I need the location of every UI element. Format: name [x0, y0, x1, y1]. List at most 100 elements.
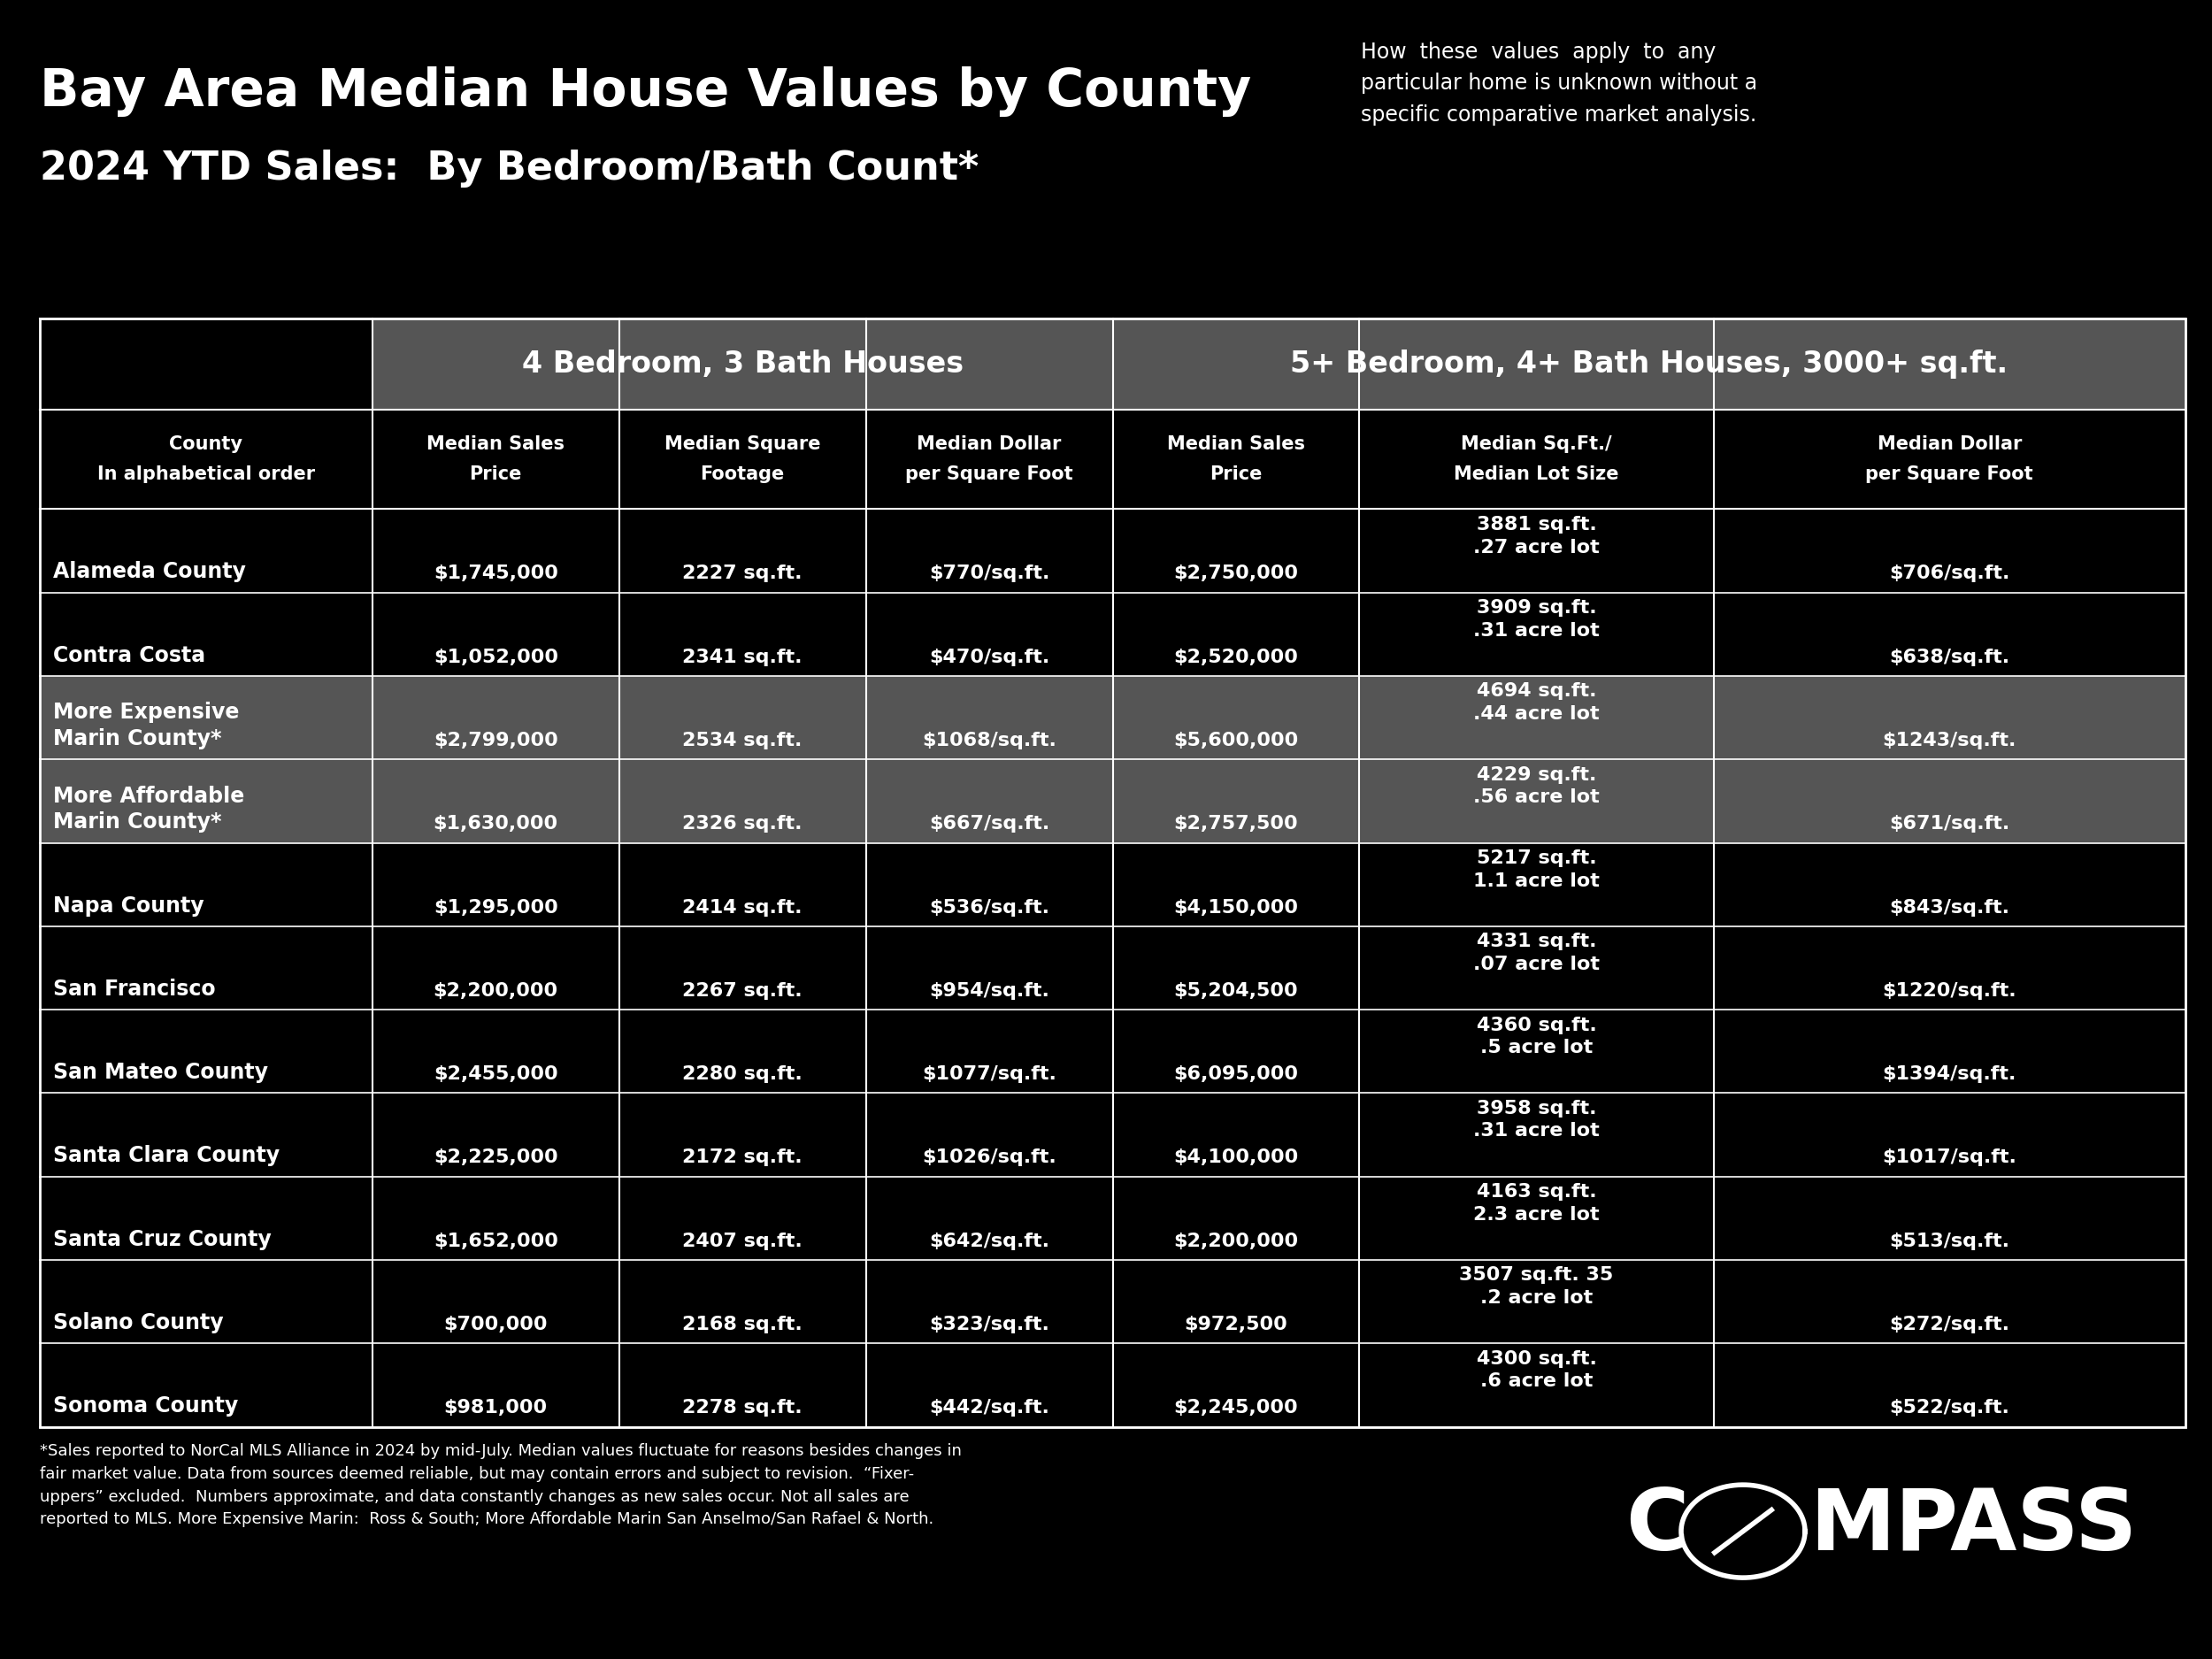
Text: $5,204,500: $5,204,500 — [1175, 982, 1298, 1000]
Bar — [40, 319, 2185, 1427]
Text: How  these  values  apply  to  any
particular home is unknown without a
specific: How these values apply to any particular… — [1360, 41, 1756, 126]
Text: $1,652,000: $1,652,000 — [434, 1233, 557, 1249]
Text: San Mateo County: San Mateo County — [53, 1062, 268, 1083]
Text: Median Lot Size: Median Lot Size — [1453, 466, 1619, 483]
Text: In alphabetical order: In alphabetical order — [97, 466, 314, 483]
Text: $2,757,500: $2,757,500 — [1175, 815, 1298, 833]
Text: $470/sq.ft.: $470/sq.ft. — [929, 649, 1048, 665]
Text: 2280 sq.ft.: 2280 sq.ft. — [684, 1065, 803, 1083]
Text: 3507 sq.ft. 35
.2 acre lot: 3507 sq.ft. 35 .2 acre lot — [1460, 1266, 1613, 1307]
Text: 4163 sq.ft.
2.3 acre lot: 4163 sq.ft. 2.3 acre lot — [1473, 1183, 1599, 1223]
Text: 2414 sq.ft.: 2414 sq.ft. — [684, 899, 803, 916]
Text: 2227 sq.ft.: 2227 sq.ft. — [684, 566, 803, 582]
Text: $1220/sq.ft.: $1220/sq.ft. — [1882, 982, 2017, 1000]
Bar — [40, 760, 2185, 843]
Bar — [40, 675, 2185, 760]
Text: $2,225,000: $2,225,000 — [434, 1148, 557, 1166]
Text: 2407 sq.ft.: 2407 sq.ft. — [684, 1233, 803, 1249]
Text: $1,295,000: $1,295,000 — [434, 899, 557, 916]
Text: $843/sq.ft.: $843/sq.ft. — [1889, 899, 2011, 916]
Text: Sonoma County: Sonoma County — [53, 1395, 239, 1417]
Text: $642/sq.ft.: $642/sq.ft. — [929, 1233, 1048, 1249]
Text: $981,000: $981,000 — [445, 1399, 549, 1417]
Text: San Francisco: San Francisco — [53, 979, 215, 1000]
Bar — [1113, 319, 2185, 410]
Text: Median Sq.Ft./: Median Sq.Ft./ — [1460, 436, 1613, 453]
Text: $2,200,000: $2,200,000 — [434, 982, 557, 1000]
Text: Bay Area Median House Values by County: Bay Area Median House Values by County — [40, 66, 1252, 116]
Text: 2278 sq.ft.: 2278 sq.ft. — [684, 1399, 803, 1417]
Text: Santa Clara County: Santa Clara County — [53, 1145, 279, 1166]
Text: $2,200,000: $2,200,000 — [1175, 1233, 1298, 1249]
Text: $442/sq.ft.: $442/sq.ft. — [929, 1399, 1048, 1417]
Text: $700,000: $700,000 — [445, 1316, 549, 1334]
Text: $2,245,000: $2,245,000 — [1175, 1399, 1298, 1417]
Text: 4694 sq.ft.
.44 acre lot: 4694 sq.ft. .44 acre lot — [1473, 682, 1599, 723]
Text: 2326 sq.ft.: 2326 sq.ft. — [684, 815, 803, 833]
Text: $638/sq.ft.: $638/sq.ft. — [1889, 649, 2011, 665]
Text: $2,750,000: $2,750,000 — [1175, 566, 1298, 582]
Text: Median Dollar: Median Dollar — [1878, 436, 2022, 453]
Text: Santa Cruz County: Santa Cruz County — [53, 1229, 272, 1249]
Text: $2,455,000: $2,455,000 — [434, 1065, 557, 1083]
Text: 2534 sq.ft.: 2534 sq.ft. — [684, 732, 803, 750]
Text: 5+ Bedroom, 4+ Bath Houses, 3000+ sq.ft.: 5+ Bedroom, 4+ Bath Houses, 3000+ sq.ft. — [1290, 350, 2008, 378]
Text: 2267 sq.ft.: 2267 sq.ft. — [684, 982, 803, 1000]
Text: $513/sq.ft.: $513/sq.ft. — [1889, 1233, 2011, 1249]
Text: 4 Bedroom, 3 Bath Houses: 4 Bedroom, 3 Bath Houses — [522, 350, 964, 378]
Text: $323/sq.ft.: $323/sq.ft. — [929, 1316, 1048, 1334]
Text: $1,630,000: $1,630,000 — [434, 815, 557, 833]
Text: 3909 sq.ft.
.31 acre lot: 3909 sq.ft. .31 acre lot — [1473, 599, 1599, 639]
Text: $667/sq.ft.: $667/sq.ft. — [929, 815, 1048, 833]
Text: $1017/sq.ft.: $1017/sq.ft. — [1882, 1148, 2017, 1166]
Text: Contra Costa: Contra Costa — [53, 645, 206, 665]
Text: $1243/sq.ft.: $1243/sq.ft. — [1882, 732, 2017, 750]
Text: Price: Price — [1210, 466, 1263, 483]
Text: More Affordable
Marin County*: More Affordable Marin County* — [53, 785, 243, 833]
Text: 5217 sq.ft.
1.1 acre lot: 5217 sq.ft. 1.1 acre lot — [1473, 849, 1599, 889]
Text: $671/sq.ft.: $671/sq.ft. — [1889, 815, 2011, 833]
Text: 4229 sq.ft.
.56 acre lot: 4229 sq.ft. .56 acre lot — [1473, 766, 1599, 806]
Text: Median Dollar: Median Dollar — [918, 436, 1062, 453]
Text: $522/sq.ft.: $522/sq.ft. — [1889, 1399, 2008, 1417]
Text: Napa County: Napa County — [53, 896, 204, 916]
Bar — [372, 319, 1113, 410]
Text: $770/sq.ft.: $770/sq.ft. — [929, 566, 1051, 582]
Text: 4331 sq.ft.
.07 acre lot: 4331 sq.ft. .07 acre lot — [1473, 932, 1599, 974]
Text: MPASS: MPASS — [1809, 1485, 2137, 1568]
Text: *Sales reported to NorCal MLS Alliance in 2024 by mid-July. Median values fluctu: *Sales reported to NorCal MLS Alliance i… — [40, 1443, 962, 1528]
Text: 2172 sq.ft.: 2172 sq.ft. — [684, 1148, 803, 1166]
Text: $2,799,000: $2,799,000 — [434, 732, 557, 750]
Text: Median Sales: Median Sales — [1168, 436, 1305, 453]
Text: $954/sq.ft.: $954/sq.ft. — [929, 982, 1048, 1000]
Text: Median Sales: Median Sales — [427, 436, 564, 453]
Text: 4300 sq.ft.
.6 acre lot: 4300 sq.ft. .6 acre lot — [1475, 1350, 1597, 1390]
Text: 3958 sq.ft.
.31 acre lot: 3958 sq.ft. .31 acre lot — [1473, 1100, 1599, 1140]
Text: $4,150,000: $4,150,000 — [1175, 899, 1298, 916]
Text: $4,100,000: $4,100,000 — [1175, 1148, 1298, 1166]
Text: Footage: Footage — [701, 466, 785, 483]
Text: 2168 sq.ft.: 2168 sq.ft. — [684, 1316, 803, 1334]
Text: $706/sq.ft.: $706/sq.ft. — [1889, 566, 2011, 582]
Text: $6,095,000: $6,095,000 — [1175, 1065, 1298, 1083]
Text: $1394/sq.ft.: $1394/sq.ft. — [1882, 1065, 2017, 1083]
Text: C: C — [1626, 1485, 1690, 1568]
Text: 2024 YTD Sales:  By Bedroom/Bath Count*: 2024 YTD Sales: By Bedroom/Bath Count* — [40, 149, 978, 187]
Text: Median Square: Median Square — [664, 436, 821, 453]
Text: 4360 sq.ft.
.5 acre lot: 4360 sq.ft. .5 acre lot — [1475, 1017, 1597, 1057]
Text: $272/sq.ft.: $272/sq.ft. — [1889, 1316, 2011, 1334]
Text: More Expensive
Marin County*: More Expensive Marin County* — [53, 702, 239, 750]
Text: $972,500: $972,500 — [1183, 1316, 1287, 1334]
Text: 3881 sq.ft.
.27 acre lot: 3881 sq.ft. .27 acre lot — [1473, 516, 1599, 556]
Text: $1026/sq.ft.: $1026/sq.ft. — [922, 1148, 1057, 1166]
Text: per Square Foot: per Square Foot — [1865, 466, 2033, 483]
Text: $1,052,000: $1,052,000 — [434, 649, 557, 665]
Text: $2,520,000: $2,520,000 — [1175, 649, 1298, 665]
Text: per Square Foot: per Square Foot — [905, 466, 1073, 483]
Text: $536/sq.ft.: $536/sq.ft. — [929, 899, 1048, 916]
Text: $1068/sq.ft.: $1068/sq.ft. — [922, 732, 1057, 750]
Text: $1077/sq.ft.: $1077/sq.ft. — [922, 1065, 1057, 1083]
Text: 2341 sq.ft.: 2341 sq.ft. — [684, 649, 803, 665]
Text: $5,600,000: $5,600,000 — [1175, 732, 1298, 750]
Text: Price: Price — [469, 466, 522, 483]
